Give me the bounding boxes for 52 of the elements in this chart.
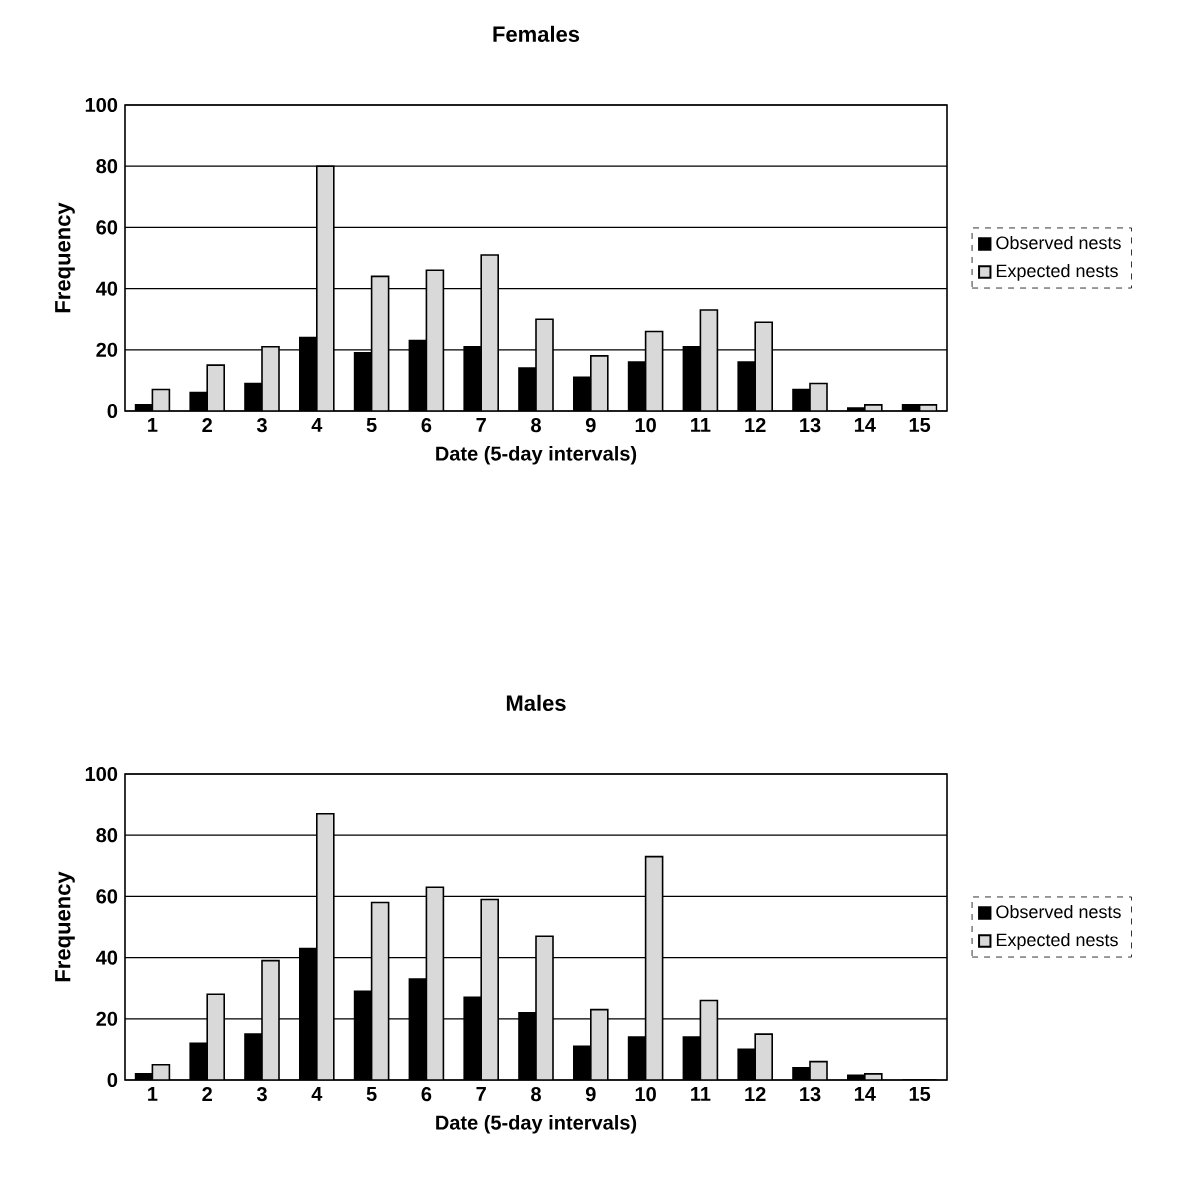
x-tick-label: 3: [256, 1087, 267, 1102]
x-tick-label: 7: [476, 418, 486, 432]
y-tick-label: 100: [85, 766, 118, 782]
y-axis-title: Frequency: [55, 202, 75, 313]
x-tick-label: 12: [745, 418, 766, 433]
x-tick-label: 2: [202, 418, 212, 433]
chart-title: Males: [506, 694, 566, 711]
y-tick-label: 20: [96, 1011, 118, 1026]
x-tick-label: 5: [366, 418, 377, 433]
y-tick-label: 40: [96, 950, 118, 965]
legend-label: Expected nests: [996, 932, 1118, 950]
x-tick-label: 1: [148, 1087, 158, 1101]
y-tick-label: 80: [96, 159, 118, 174]
x-axis-title: Date (5-day intervals): [436, 445, 637, 465]
x-tick-label: 1: [148, 418, 158, 432]
legend-label: Observed nests: [996, 904, 1121, 919]
x-tick-label: 13: [800, 418, 821, 433]
x-tick-label: 15: [909, 1087, 931, 1102]
y-tick-label: 40: [96, 281, 118, 296]
x-tick-label: 14: [854, 1087, 876, 1101]
legend-label: Expected nests: [996, 263, 1118, 281]
x-tick-label: 11: [691, 418, 711, 432]
y-tick-label: 0: [107, 403, 118, 419]
x-tick-label: 5: [366, 1087, 377, 1102]
legend-label: Observed nests: [996, 235, 1121, 250]
y-tick-label: 60: [96, 220, 118, 235]
x-tick-label: 6: [421, 1087, 432, 1102]
x-tick-label: 4: [311, 1087, 323, 1101]
x-tick-label: 10: [635, 1087, 656, 1102]
x-tick-label: 8: [531, 418, 541, 433]
x-tick-label: 11: [691, 1087, 711, 1101]
x-tick-label: 9: [585, 1087, 596, 1102]
y-tick-label: 20: [96, 342, 118, 357]
y-tick-label: 60: [96, 889, 118, 904]
x-axis-title: Date (5-day intervals): [436, 1114, 637, 1134]
x-tick-label: 13: [800, 1087, 821, 1102]
chart-title: Females: [493, 25, 580, 42]
y-axis-title: Frequency: [55, 871, 75, 982]
x-tick-label: 2: [202, 1087, 212, 1102]
y-tick-label: 0: [107, 1072, 118, 1088]
y-tick-label: 100: [85, 97, 118, 113]
x-tick-label: 8: [531, 1087, 541, 1102]
x-tick-label: 7: [476, 1087, 486, 1101]
x-tick-label: 6: [421, 418, 432, 433]
y-tick-label: 80: [96, 828, 118, 843]
x-tick-label: 10: [635, 418, 656, 433]
x-tick-label: 3: [256, 418, 267, 433]
x-tick-label: 15: [909, 418, 931, 433]
x-tick-label: 9: [585, 418, 596, 433]
x-tick-label: 12: [745, 1087, 766, 1102]
x-tick-label: 14: [854, 418, 876, 432]
x-tick-label: 4: [311, 418, 323, 432]
